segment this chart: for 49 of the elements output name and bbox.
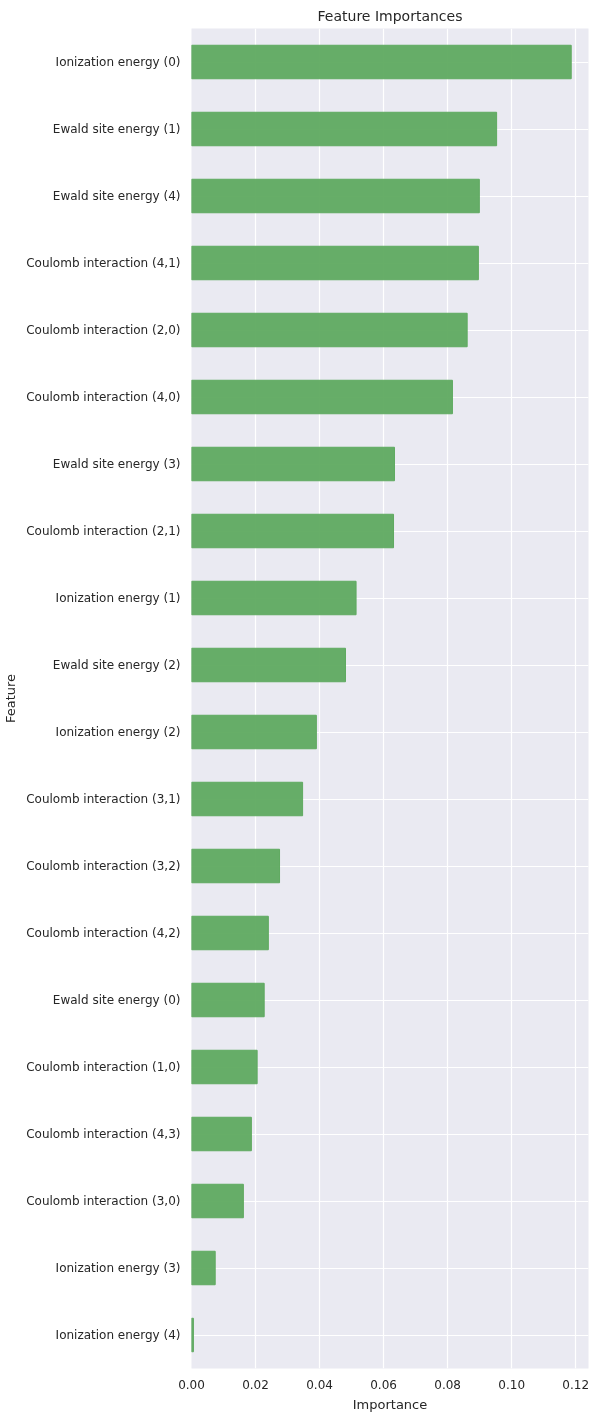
bar [191,111,498,147]
x-axis-title: Importance [352,1396,428,1412]
y-tick-label: Ionization energy (2) [55,725,181,739]
y-tick-label: Coulomb interaction (3,0) [26,1194,181,1208]
y-tick-label: Ewald site energy (4) [52,189,181,203]
bar [191,915,269,951]
x-tick-label: 0.10 [498,1377,526,1392]
y-tick-label: Coulomb interaction (4,3) [26,1127,181,1141]
y-tick-label: Ewald site energy (1) [52,122,181,136]
bar [191,446,395,482]
y-tick-label: Coulomb interaction (4,2) [26,926,181,940]
y-tick-label: Ionization energy (3) [55,1261,181,1275]
y-tick-label: Ewald site energy (0) [52,993,181,1007]
y-tick-label: Ewald site energy (2) [52,658,181,672]
bar [191,647,346,683]
y-tick-label: Coulomb interaction (2,1) [26,524,181,538]
x-tick-label: 0.12 [562,1377,590,1392]
bar [191,1250,216,1286]
bar [191,178,480,214]
y-tick-label: Coulomb interaction (3,1) [26,792,181,806]
x-tick-label: 0.00 [178,1377,205,1392]
bar [191,1116,252,1152]
bar [191,513,395,549]
bar [191,714,317,750]
bar [191,1049,258,1085]
x-tick-label: 0.04 [306,1377,333,1392]
y-tick-label: Coulomb interaction (3,2) [26,859,181,873]
y-axis-title: Feature [3,673,19,724]
bar [191,44,572,80]
y-tick-label: Coulomb interaction (4,0) [26,390,181,404]
x-tick-label: 0.02 [242,1377,269,1392]
bar [191,982,265,1018]
bar [191,379,453,415]
bar [191,848,281,884]
y-tick-label: Ionization energy (0) [55,55,181,69]
y-tick-label: Coulomb interaction (2,0) [26,323,181,337]
y-tick-label: Ewald site energy (3) [52,457,181,471]
bar [191,245,479,281]
y-tick-label: Ionization energy (4) [55,1328,181,1342]
bar [191,1183,244,1219]
bar [191,781,304,817]
y-tick-label: Ionization energy (1) [55,591,181,605]
x-tick-label: 0.06 [370,1377,397,1392]
y-tick-label: Coulomb interaction (1,0) [26,1060,181,1074]
y-tick-label: Coulomb interaction (4,1) [26,256,181,270]
bar [191,312,468,348]
bar [191,580,357,616]
chart-title: Feature Importances [317,7,463,24]
x-tick-label: 0.08 [434,1377,461,1392]
